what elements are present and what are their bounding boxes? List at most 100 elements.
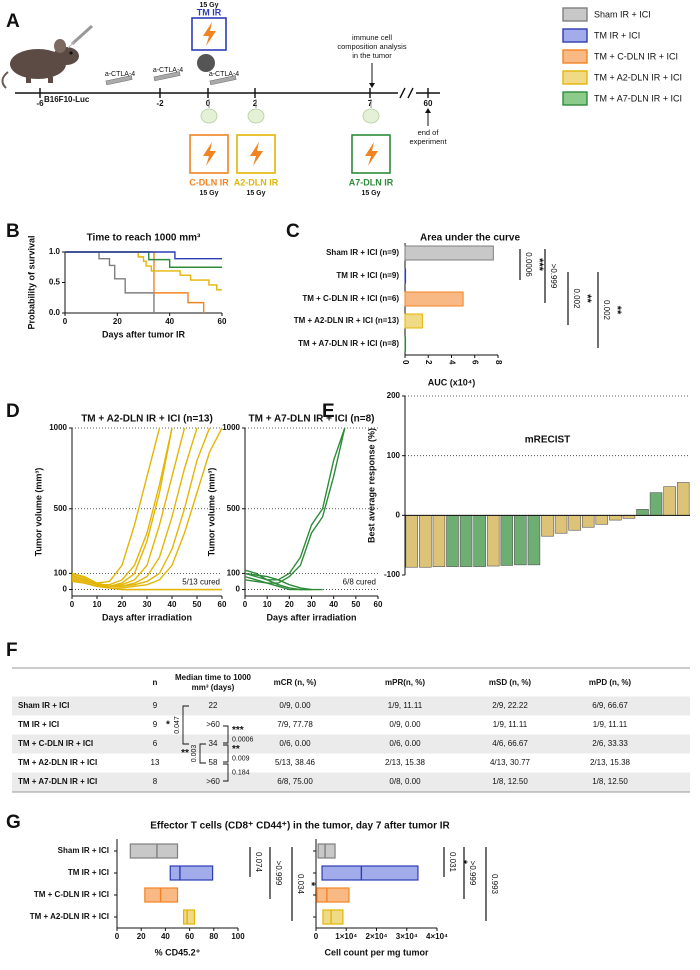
x-tick-label: 20 <box>118 600 127 609</box>
series-line <box>65 251 205 313</box>
box <box>322 909 344 925</box>
stat-bracket <box>223 744 229 763</box>
antibody-label: a-CTLA-4 <box>153 67 183 74</box>
timeline-break <box>407 87 414 99</box>
table-cell: 2/9, 22.22 <box>492 701 528 710</box>
p-value: 0.002 <box>572 288 581 309</box>
antibody-label: a-CTLA-4 <box>105 71 135 78</box>
x-tick-label: 60 <box>374 600 383 609</box>
box <box>317 843 336 859</box>
series-line <box>65 251 155 313</box>
bar <box>404 291 464 307</box>
x-tick-label: 4×10⁴ <box>426 932 448 941</box>
timeline-tick-label: 60 <box>424 99 433 108</box>
bar <box>541 515 554 537</box>
table-cell: 9 <box>153 701 158 710</box>
significance-stars: ** <box>181 748 189 759</box>
x-tick-label: 0 <box>70 600 75 609</box>
table-cell: 1/9, 11.11 <box>493 720 528 729</box>
bar <box>446 515 459 567</box>
chart-title: Effector T cells (CD8⁺ CD44⁺) in the tum… <box>150 821 450 832</box>
bar <box>473 515 486 567</box>
table-cell: 7/9, 77.78 <box>277 720 313 729</box>
legend-swatch <box>562 49 588 64</box>
bar <box>419 515 432 568</box>
chart-title: Area under the curve <box>420 233 520 244</box>
x-tick-label: 40 <box>168 600 177 609</box>
x-tick-label: 0 <box>243 600 248 609</box>
lymph-node-icon <box>200 108 218 124</box>
panel-letter: B <box>6 221 20 242</box>
y-tick-label: 100 <box>227 568 241 577</box>
p-value: 0.0006 <box>524 252 533 277</box>
x-tick-label: 40 <box>165 317 174 326</box>
bar <box>649 492 663 516</box>
dln-ir-label: A2-DLN IR <box>234 177 279 187</box>
p-value: >0.999 <box>274 861 283 886</box>
bar <box>527 515 541 566</box>
dln-ir-label: A7-DLN IR <box>349 177 394 187</box>
legend-label: TM IR + ICI <box>594 30 640 40</box>
tumor-ir-label: TM IR <box>197 7 222 17</box>
timeline-break <box>399 87 406 99</box>
p-value: 0.009 <box>232 755 250 762</box>
p-value: >0.999 <box>549 264 558 289</box>
category-label: TM + A7-DLN IR + ICI (n=8) <box>298 339 399 348</box>
x-axis-label: Cell count per mg tumor <box>324 947 429 957</box>
bar <box>663 486 676 516</box>
x-tick-label: 20 <box>113 317 122 326</box>
chart-title: TM + A2-DLN IR + ICI (n=13) <box>81 414 213 425</box>
x-tick-label: 10 <box>93 600 102 609</box>
syringe-icon <box>105 75 133 86</box>
cell-line: B16F10-Luc <box>44 95 90 104</box>
legend-label: TM + A7-DLN IR + ICI <box>594 93 682 103</box>
irradiation-icon <box>365 142 378 166</box>
box <box>182 909 196 925</box>
bar <box>432 515 446 567</box>
table-cell: 2/6, 33.33 <box>592 739 628 748</box>
table-row-label: TM + A7-DLN IR + ICI <box>18 777 97 786</box>
irradiation-icon <box>250 142 263 166</box>
dln-ir-label: C-DLN IR <box>189 177 229 187</box>
y-tick-label: 0 <box>396 510 401 519</box>
series-line <box>65 251 222 260</box>
analysis-note: immune cell <box>352 33 392 42</box>
bar <box>581 515 595 528</box>
series-line <box>65 251 222 291</box>
bar <box>595 515 609 525</box>
y-tick-label: 500 <box>54 504 68 513</box>
legend-swatch <box>562 70 588 85</box>
y-tick-label: 0.0 <box>49 308 61 317</box>
x-tick-label: 8 <box>494 360 503 365</box>
table-header: mSD (n, %) <box>489 678 532 687</box>
table-row-label: TM + A2-DLN IR + ICI <box>18 758 97 767</box>
dln-ir-dose: 15 Gy <box>361 190 380 197</box>
y-tick-label: 100 <box>54 568 68 577</box>
bar <box>636 509 649 516</box>
category-label: TM IR + ICI (n=9) <box>336 271 399 280</box>
table-cell: 6/8, 75.00 <box>277 777 313 786</box>
category-label: TM + A2-DLN IR + ICI (n=13) <box>294 316 400 325</box>
table-cell: 4/6, 66.67 <box>492 739 528 748</box>
table-cell: >60 <box>206 720 220 729</box>
table-row-label: TM + C-DLN IR + ICI <box>18 739 93 748</box>
x-tick-label: 0 <box>115 932 120 941</box>
table-cell: 13 <box>151 758 160 767</box>
table-row-label: Sham IR + ICI <box>18 701 69 710</box>
category-label: TM IR + ICI <box>68 868 109 877</box>
series-line <box>71 427 173 586</box>
table-header: Median time to 1000 <box>175 673 252 682</box>
x-tick-label: 2 <box>424 360 433 365</box>
p-value: 0.0006 <box>232 736 254 743</box>
bar <box>609 515 622 521</box>
analysis-note: composition analysis <box>337 42 406 51</box>
y-tick-label: 100 <box>387 451 401 460</box>
timeline-tick-label: 2 <box>253 99 258 108</box>
x-tick-label: 0 <box>314 932 319 941</box>
table-cell: 4/13, 30.77 <box>490 758 531 767</box>
table-cell: >60 <box>206 777 220 786</box>
x-tick-label: 40 <box>329 600 338 609</box>
panel-letter: A <box>6 11 20 32</box>
x-tick-label: 100 <box>231 932 245 941</box>
table-cell: 0/9, 0.00 <box>389 720 421 729</box>
